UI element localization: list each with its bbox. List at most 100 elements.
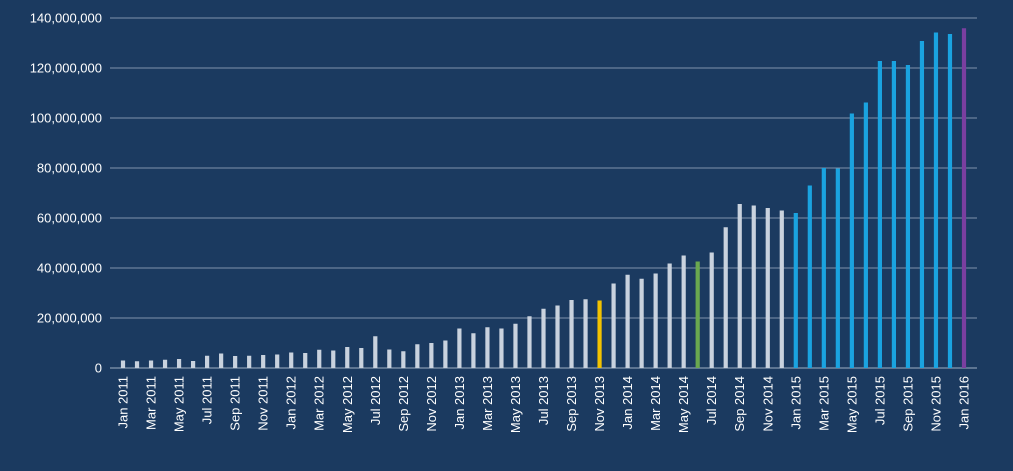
bar bbox=[261, 355, 266, 368]
x-tick-label: Sep 2013 bbox=[564, 376, 579, 432]
bar bbox=[737, 204, 742, 368]
x-tick-label: Mar 2013 bbox=[480, 376, 495, 431]
y-tick-label: 60,000,000 bbox=[37, 211, 102, 226]
bar bbox=[317, 349, 322, 368]
bar bbox=[429, 343, 434, 368]
bar bbox=[569, 300, 574, 368]
bar bbox=[891, 61, 897, 368]
x-tick-label: May 2014 bbox=[676, 376, 691, 433]
bar bbox=[289, 352, 294, 368]
bar bbox=[499, 328, 504, 368]
y-tick-label: 20,000,000 bbox=[37, 311, 102, 326]
bar bbox=[625, 274, 630, 368]
x-tick-label: Nov 2012 bbox=[424, 376, 439, 432]
x-axis-tick-labels: Jan 2011 Mar 2011 May 2011 Jul 2011 Sep 2011… bbox=[116, 376, 972, 433]
x-tick-label: Mar 2015 bbox=[816, 376, 831, 431]
x-tick-label: May 2012 bbox=[340, 376, 355, 433]
bar bbox=[387, 349, 392, 368]
x-tick-label: Nov 2013 bbox=[592, 376, 607, 432]
bar bbox=[205, 355, 210, 368]
x-tick-label: Jan 2014 bbox=[620, 376, 635, 430]
x-tick-label: Mar 2014 bbox=[648, 376, 663, 431]
bar bbox=[359, 348, 364, 368]
bar bbox=[331, 350, 336, 368]
bar bbox=[709, 252, 714, 368]
bar bbox=[947, 34, 953, 368]
bar bbox=[485, 327, 490, 368]
bar bbox=[247, 355, 252, 368]
bar bbox=[513, 323, 518, 368]
bar bbox=[849, 113, 854, 368]
x-tick-label: Nov 2011 bbox=[256, 376, 271, 431]
bar bbox=[821, 168, 826, 368]
bar bbox=[933, 32, 939, 368]
bar bbox=[835, 168, 840, 368]
x-tick-label: Jul 2015 bbox=[872, 376, 887, 425]
bar bbox=[134, 361, 140, 368]
bar bbox=[162, 359, 168, 368]
bar bbox=[961, 28, 967, 368]
x-tick-label: Mar 2012 bbox=[312, 376, 327, 431]
bar bbox=[863, 102, 868, 368]
bar bbox=[176, 359, 182, 368]
bar bbox=[219, 353, 224, 368]
x-tick-label: Jul 2012 bbox=[368, 376, 383, 425]
bar bbox=[919, 41, 925, 368]
bar bbox=[639, 278, 644, 368]
y-axis-tick-labels: 0 20,000,000 40,000,000 60,000,000 80,000,00… bbox=[30, 11, 102, 376]
bars bbox=[120, 28, 967, 368]
gridlines bbox=[110, 17, 977, 369]
bar bbox=[443, 340, 448, 368]
x-tick-label: May 2011 bbox=[172, 376, 187, 432]
bar bbox=[793, 213, 798, 368]
bar bbox=[457, 328, 462, 368]
y-tick-label: 0 bbox=[95, 361, 102, 376]
x-tick-label: Sep 2015 bbox=[900, 376, 915, 432]
bar bbox=[555, 305, 560, 368]
bar bbox=[471, 333, 476, 368]
x-tick-label: May 2013 bbox=[508, 376, 523, 433]
bar bbox=[541, 308, 546, 368]
bar bbox=[765, 208, 770, 368]
bar bbox=[415, 344, 420, 368]
bar bbox=[653, 273, 658, 368]
bar bbox=[527, 316, 532, 368]
x-tick-label: Jan 2013 bbox=[452, 376, 467, 430]
bar bbox=[779, 210, 784, 368]
bar bbox=[275, 354, 280, 368]
x-tick-label: Jan 2016 bbox=[956, 376, 971, 430]
x-tick-label: Jan 2011 bbox=[116, 376, 131, 429]
x-tick-label: Sep 2012 bbox=[396, 376, 411, 432]
x-tick-label: Sep 2011 bbox=[228, 376, 243, 431]
x-tick-label: Jan 2012 bbox=[284, 376, 299, 430]
bar bbox=[303, 353, 308, 368]
bar bbox=[807, 185, 812, 368]
x-tick-label: Nov 2015 bbox=[928, 376, 943, 432]
x-tick-label: Jul 2011 bbox=[200, 376, 215, 424]
bar bbox=[667, 263, 672, 368]
y-tick-label: 100,000,000 bbox=[30, 111, 102, 126]
y-tick-label: 140,000,000 bbox=[30, 11, 102, 26]
bar bbox=[233, 356, 238, 368]
y-tick-label: 40,000,000 bbox=[37, 261, 102, 276]
x-tick-label: Jul 2013 bbox=[536, 376, 551, 425]
bar bbox=[345, 347, 350, 368]
bar bbox=[723, 227, 728, 368]
bar bbox=[401, 351, 406, 368]
x-tick-label: Mar 2011 bbox=[144, 376, 159, 430]
x-tick-label: Jul 2014 bbox=[704, 376, 719, 425]
bar bbox=[148, 360, 154, 368]
x-tick-label: May 2015 bbox=[844, 376, 859, 433]
bar bbox=[583, 299, 588, 368]
bar bbox=[905, 65, 911, 368]
x-tick-label: Nov 2014 bbox=[760, 376, 775, 432]
bar bbox=[597, 300, 602, 368]
bar bbox=[611, 283, 616, 368]
bar bbox=[190, 361, 196, 368]
y-tick-label: 80,000,000 bbox=[37, 161, 102, 176]
bar bbox=[695, 261, 700, 368]
bar bbox=[681, 255, 686, 368]
y-tick-label: 120,000,000 bbox=[30, 61, 102, 76]
bar bbox=[120, 360, 126, 368]
